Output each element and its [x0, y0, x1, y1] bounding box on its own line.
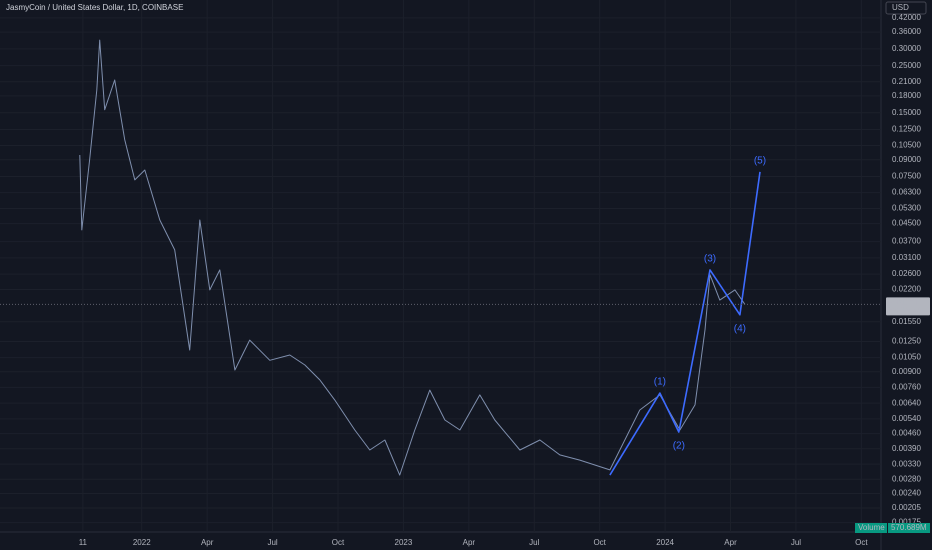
- x-tick-label: Jul: [267, 538, 277, 547]
- wave-label: (3): [704, 254, 716, 265]
- volume-label: Volume: [858, 523, 885, 532]
- y-tick-label: 0.00280: [892, 474, 921, 483]
- y-tick-label: 0.00900: [892, 367, 921, 376]
- x-tick-label: Oct: [855, 538, 868, 547]
- y-tick-label: 0.03100: [892, 253, 921, 262]
- y-tick-label: 0.15000: [892, 108, 921, 117]
- x-tick-label: Oct: [332, 538, 345, 547]
- x-tick-label: 2022: [133, 538, 151, 547]
- currency-box[interactable]: [885, 1, 927, 15]
- currency: USD: [892, 3, 909, 12]
- y-tick-label: 0.10500: [892, 141, 921, 150]
- x-tick-label: Apr: [463, 538, 476, 547]
- wave-line: [609, 171, 761, 476]
- x-tick-label: Jul: [791, 538, 801, 547]
- y-tick-label: 0.12500: [892, 125, 921, 134]
- y-tick-label: 0.42000: [892, 13, 921, 22]
- y-tick-label: 0.00330: [892, 459, 921, 468]
- y-tick-label: 0.00205: [892, 503, 921, 512]
- y-tick-label: 0.00240: [892, 489, 921, 498]
- wave-label: (1): [654, 377, 666, 388]
- x-tick-label: 2023: [395, 538, 413, 547]
- x-tick-label: 2024: [656, 538, 674, 547]
- x-tick-label: Apr: [201, 538, 214, 547]
- chart-title: JasmyCoin / United States Dollar, 1D, CO…: [6, 3, 183, 12]
- volume-value: 570.689M: [891, 523, 927, 532]
- y-tick-label: 0.36000: [892, 27, 921, 36]
- y-tick-label: 0.05300: [892, 204, 921, 213]
- y-tick-label: 0.00760: [892, 382, 921, 391]
- y-tick-label: 0.06300: [892, 188, 921, 197]
- y-tick-label: 0.00540: [892, 414, 921, 423]
- price-line: [79, 39, 746, 476]
- x-tick-label: 11: [79, 538, 88, 547]
- volume-box: [855, 523, 887, 533]
- x-tick-label: Apr: [724, 538, 737, 547]
- y-tick-label: 0.25000: [892, 61, 921, 70]
- last-price-box: [886, 297, 930, 316]
- y-tick-label: 0.09000: [892, 155, 921, 164]
- y-tick-label: 0.18000: [892, 91, 921, 100]
- y-tick-label: 0.21000: [892, 77, 921, 86]
- x-tick-label: Jul: [529, 538, 539, 547]
- y-tick-label: 0.00640: [892, 398, 921, 407]
- y-tick-label: 0.00460: [892, 429, 921, 438]
- x-tick-label: Oct: [593, 538, 606, 547]
- last-price-label: 0.01871: [890, 298, 919, 307]
- wave-label: (4): [734, 323, 746, 334]
- wave-label: (2): [673, 441, 685, 452]
- countdown: 08:19:28: [890, 305, 922, 314]
- y-tick-label: 0.00175: [892, 518, 921, 527]
- y-tick-label: 0.00390: [892, 444, 921, 453]
- y-tick-label: 0.01250: [892, 337, 921, 346]
- y-tick-label: 0.01550: [892, 317, 921, 326]
- y-tick-label: 0.02600: [892, 269, 921, 278]
- y-tick-label: 0.03700: [892, 237, 921, 246]
- wave-label: (5): [754, 155, 766, 166]
- volume-value-box: [888, 523, 930, 533]
- y-tick-label: 0.01050: [892, 353, 921, 362]
- y-tick-label: 0.07500: [892, 172, 921, 181]
- y-tick-label: 0.30000: [892, 44, 921, 53]
- y-tick-label: 0.02200: [892, 285, 921, 294]
- y-tick-label: 0.04500: [892, 219, 921, 228]
